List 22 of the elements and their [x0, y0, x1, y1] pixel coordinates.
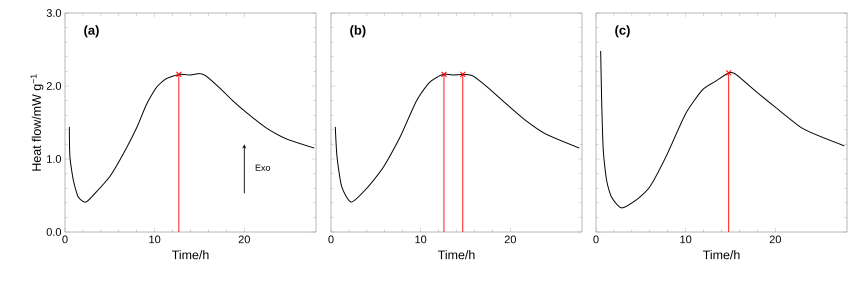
text: (b) — [350, 25, 366, 38]
x-tick-label: 0 — [62, 236, 68, 244]
y-axis-title: Heat flow/mW g$^{−1}$ — [30, 74, 44, 171]
x-tick-label: 20 — [238, 236, 250, 244]
x-tick-label: 20 — [770, 236, 781, 244]
x-axis-title: Time/h — [702, 250, 740, 260]
text: (a) — [84, 25, 99, 38]
y-tick-label: 0.0 — [46, 228, 62, 236]
x-tick-label: 20 — [504, 236, 516, 244]
x-tick-label: 10 — [149, 236, 160, 244]
x-axis-title: Time/h — [438, 250, 474, 260]
y-tick-label: 1.0 — [47, 155, 62, 163]
x-tick-label: 10 — [680, 236, 692, 244]
line-series — [68, 73, 315, 203]
x-axis-title: Time/h — [172, 250, 208, 260]
x-tick-label: 0 — [593, 236, 599, 244]
annotation: Exo — [256, 164, 270, 171]
y-tick-label: 2.0 — [46, 82, 62, 90]
text: (c) — [615, 25, 630, 38]
x-tick-label: 0 — [328, 236, 334, 244]
x-tick-label: 10 — [415, 236, 426, 244]
y-tick-label: 3.0 — [46, 9, 62, 17]
